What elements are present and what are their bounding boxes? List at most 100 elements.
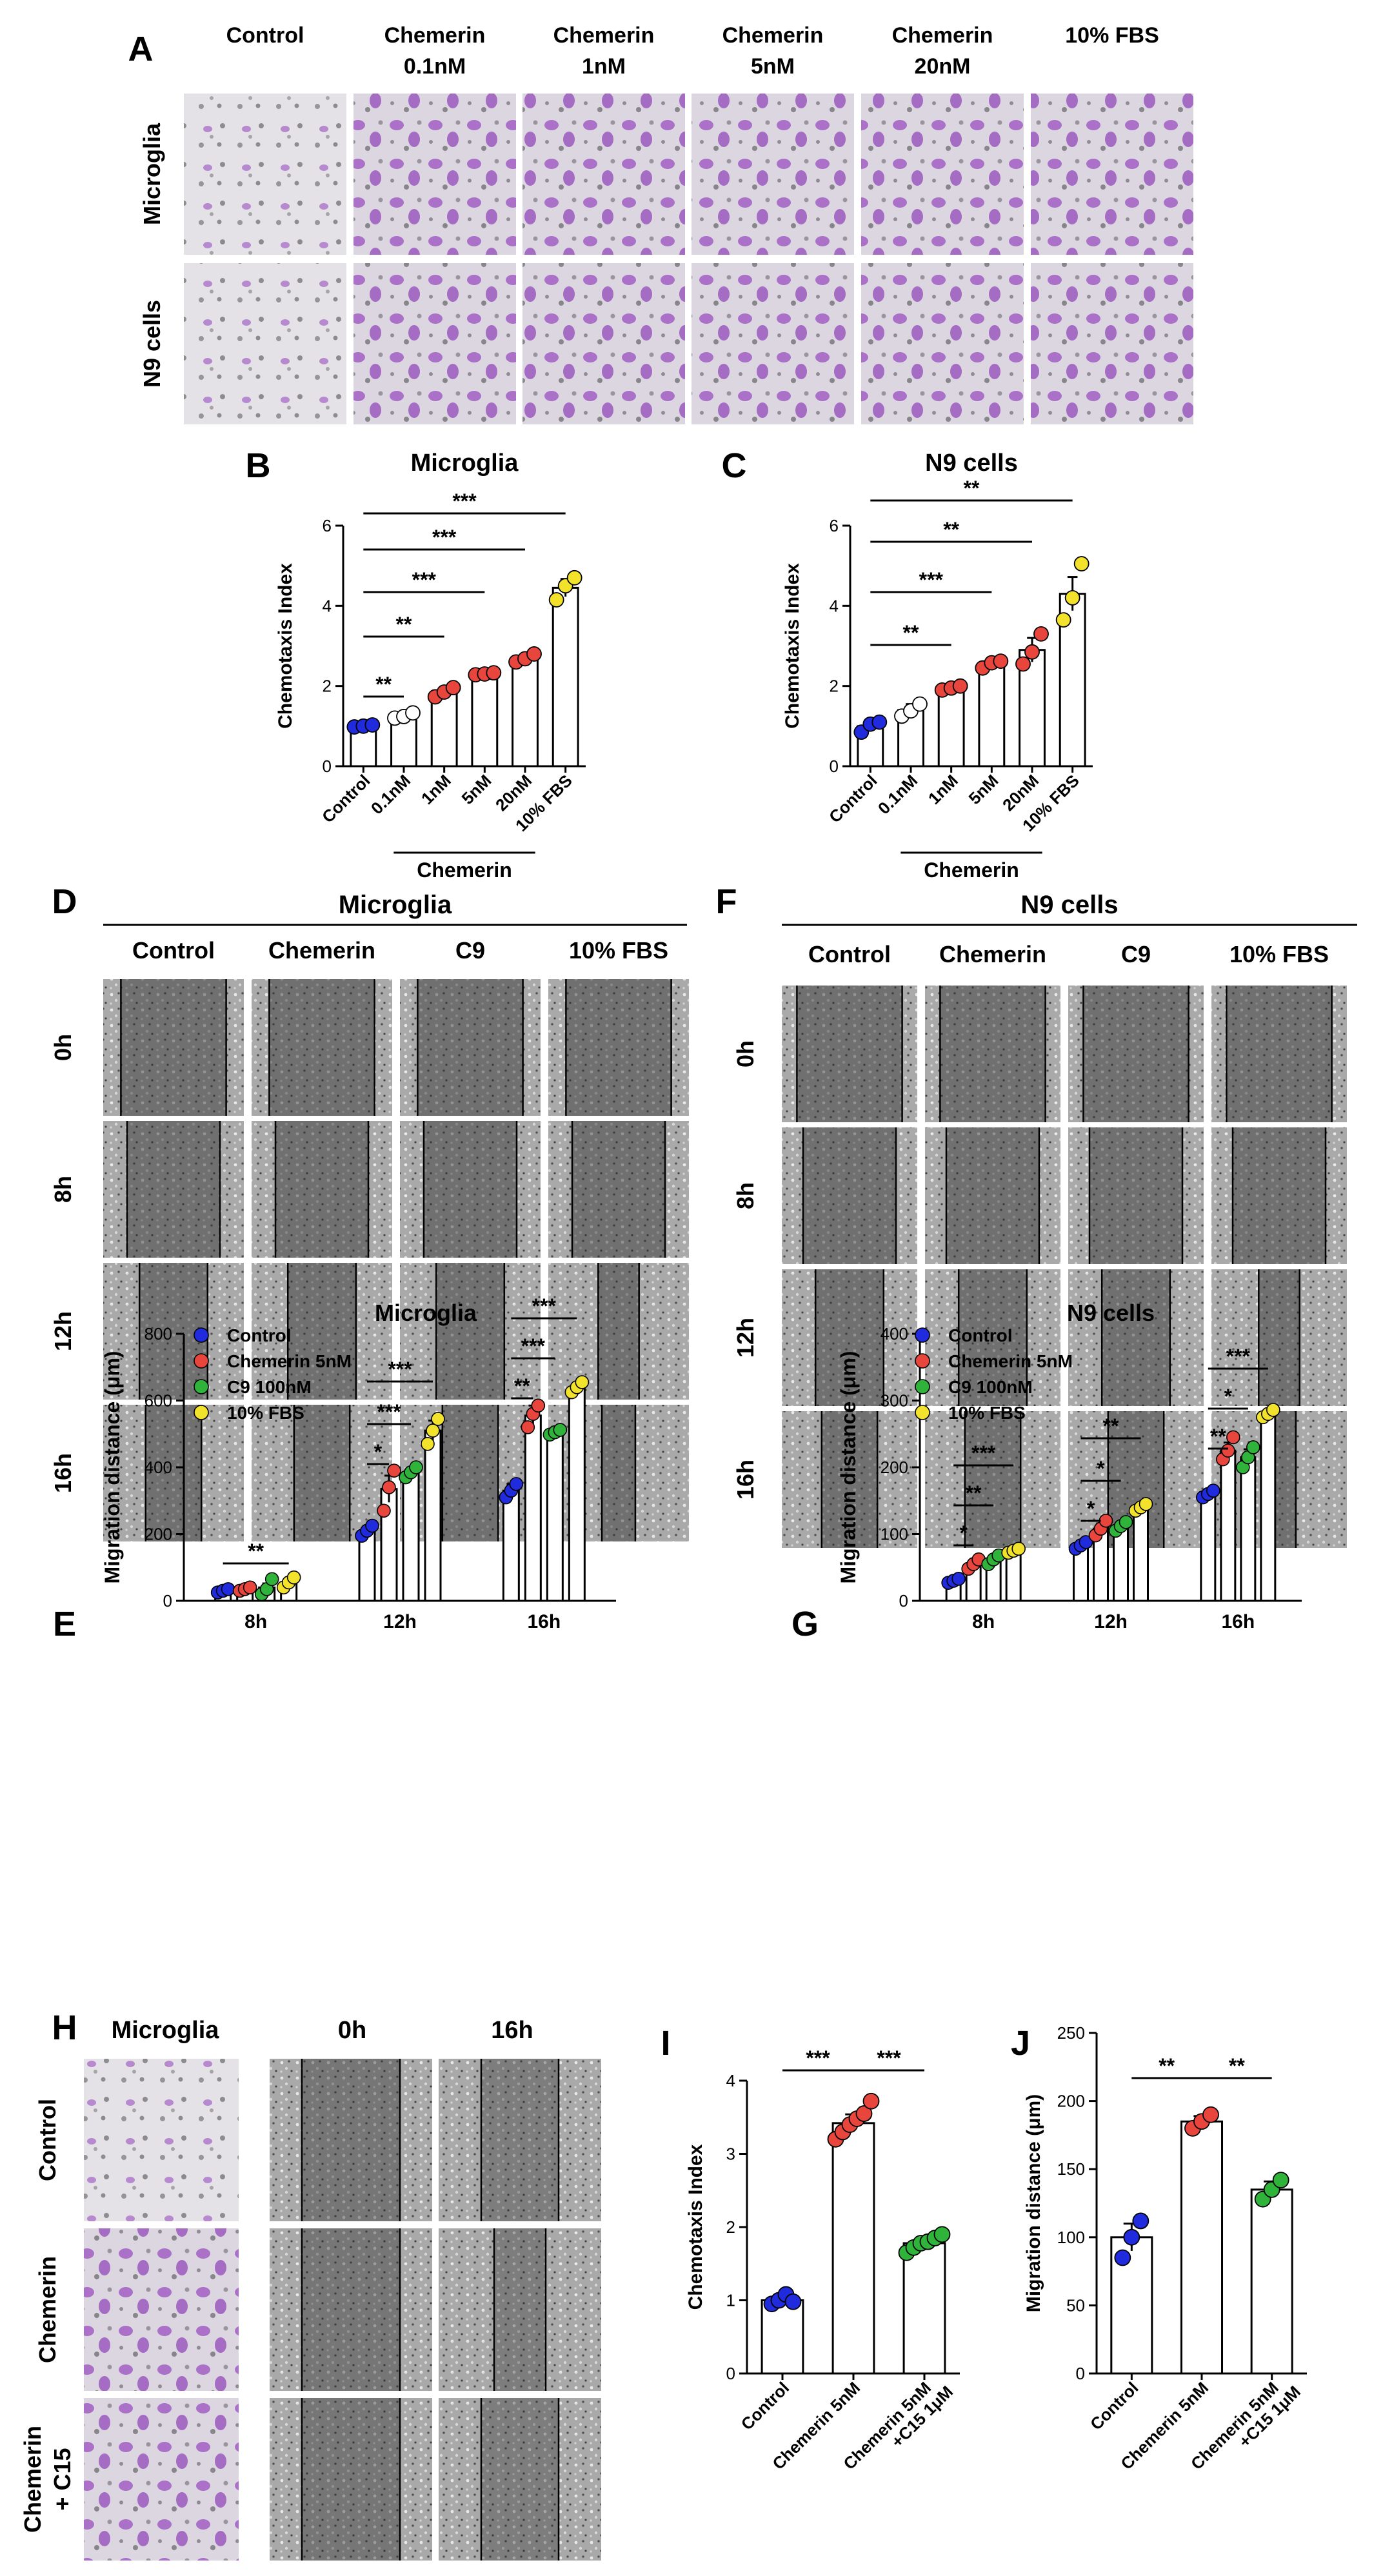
x-tick-label: 16h <box>1221 1611 1255 1632</box>
bar <box>1220 1449 1237 1602</box>
panel-letter: D <box>52 882 77 921</box>
y-tick-label: 300 <box>881 1391 908 1411</box>
transwell-image <box>84 2228 239 2391</box>
scratch-image <box>400 1263 541 1400</box>
significance-label: ** <box>396 613 412 636</box>
scratch-gap <box>302 2059 400 2221</box>
data-point <box>553 1423 568 1437</box>
significance-label: *** <box>521 1334 546 1358</box>
x-tick-label: 16h <box>527 1611 561 1632</box>
legend-marker <box>915 1353 930 1369</box>
data-point <box>365 1518 379 1533</box>
bar <box>1133 1506 1149 1602</box>
scratch-image <box>439 2059 601 2221</box>
panel-c-chart: C N9 cells 0 2 4 6 Chemotaxis Index Control0.1n… <box>722 446 1093 882</box>
legend-marker <box>915 1405 930 1420</box>
significance-label: ** <box>1103 1414 1119 1438</box>
column-header: Chemerin <box>553 23 655 48</box>
x-tick-label: 1nM <box>924 771 962 808</box>
column-header: Microglia <box>112 2017 220 2044</box>
row-label: N9 cells <box>139 300 165 388</box>
y-tick-label: 2 <box>830 677 839 696</box>
y-tick-label: 2 <box>323 677 332 696</box>
data-point <box>1132 2212 1149 2230</box>
legend-label: C9 100nM <box>227 1377 312 1397</box>
data-point <box>1024 644 1040 660</box>
column-header: Chemerin <box>722 23 824 48</box>
scratch-gap <box>302 2398 400 2561</box>
data-point <box>575 1375 590 1389</box>
panel-b-chart: B Microglia 0 2 4 6 Chemotaxis Index Control0.1… <box>246 446 586 882</box>
scratch-gap <box>598 1263 639 1400</box>
panel-e-chart: E Microglia 0 200 400 600 800 Migration distanc… <box>53 1294 616 1643</box>
data-point <box>855 2105 873 2122</box>
scratch-gap <box>946 1127 1039 1264</box>
transwell-image <box>84 2398 239 2561</box>
scratch-gap <box>481 2398 559 2561</box>
x-tick-label: Control <box>318 771 374 827</box>
significance-label: * <box>1097 1457 1105 1480</box>
bar <box>1200 1492 1217 1602</box>
column-header: Chemerin <box>939 941 1046 967</box>
scratch-gap <box>1089 1127 1182 1264</box>
column-header: C9 <box>1121 941 1151 967</box>
y-tick-label: 250 <box>1057 2023 1085 2043</box>
data-point <box>264 1572 279 1587</box>
data-point <box>526 646 542 662</box>
scratch-gap <box>815 1269 884 1406</box>
scratch-image <box>1068 986 1204 1122</box>
scratch-image <box>782 986 917 1122</box>
x-tick-label: Control <box>1086 2378 1142 2434</box>
legend-label: Chemerin 5nM <box>227 1351 352 1371</box>
y-tick-label: 4 <box>830 596 839 615</box>
y-tick-label: 200 <box>1057 2092 1085 2111</box>
scratch-gap <box>964 1411 1021 1548</box>
panel-title: N9 cells <box>1020 891 1118 919</box>
significance-label: * <box>1087 1497 1095 1520</box>
data-point <box>509 1477 524 1491</box>
legend-label: Chemerin 5nM <box>948 1351 1073 1371</box>
row-label: 12h <box>50 1311 76 1351</box>
transwell-image <box>861 94 1024 255</box>
panel-letter: I <box>661 2024 670 2063</box>
scratch-gap <box>302 2228 400 2391</box>
scratch-gap <box>1102 1269 1170 1406</box>
scratch-image <box>270 2059 432 2221</box>
chart-title: Microglia <box>375 1300 477 1326</box>
scratch-gap <box>1233 1127 1326 1264</box>
data-point <box>364 717 381 733</box>
data-point <box>548 592 564 608</box>
scratch-gap <box>127 1121 220 1258</box>
transwell-image <box>522 94 685 255</box>
data-point <box>1123 2228 1140 2246</box>
significance-label: *** <box>919 568 944 591</box>
scratch-gap <box>121 979 226 1116</box>
scratch-gap <box>959 1269 1027 1406</box>
data-point <box>1033 626 1049 642</box>
x-tick-label: 5nM <box>965 771 1002 808</box>
scratch-image <box>270 2398 432 2561</box>
legend-marker <box>194 1327 209 1343</box>
column-header: 16h <box>491 2017 533 2044</box>
data-point <box>1226 1430 1240 1445</box>
bar <box>1260 1412 1277 1602</box>
panel-letter-a: A <box>128 30 154 68</box>
scratch-image <box>439 2398 601 2561</box>
data-point <box>952 678 968 694</box>
scratch-gap <box>566 979 672 1116</box>
data-point <box>1114 2249 1131 2266</box>
y-tick-label: 0 <box>1076 2364 1085 2383</box>
chart-title: N9 cells <box>925 450 1018 477</box>
y-tick-label: 150 <box>1057 2159 1085 2179</box>
row-label: 16h <box>50 1453 76 1493</box>
significance-label: *** <box>388 1358 412 1381</box>
scratch-image <box>439 2228 601 2391</box>
column-header: Chemerin <box>268 937 375 964</box>
legend-label: Control <box>227 1325 292 1345</box>
column-header: 10% FBS <box>569 937 668 964</box>
significance-label: *** <box>452 490 477 513</box>
legend-marker <box>194 1379 209 1394</box>
scratch-gap <box>481 2059 559 2221</box>
